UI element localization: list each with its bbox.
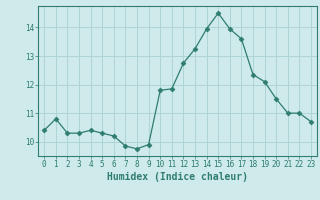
X-axis label: Humidex (Indice chaleur): Humidex (Indice chaleur) bbox=[107, 172, 248, 182]
